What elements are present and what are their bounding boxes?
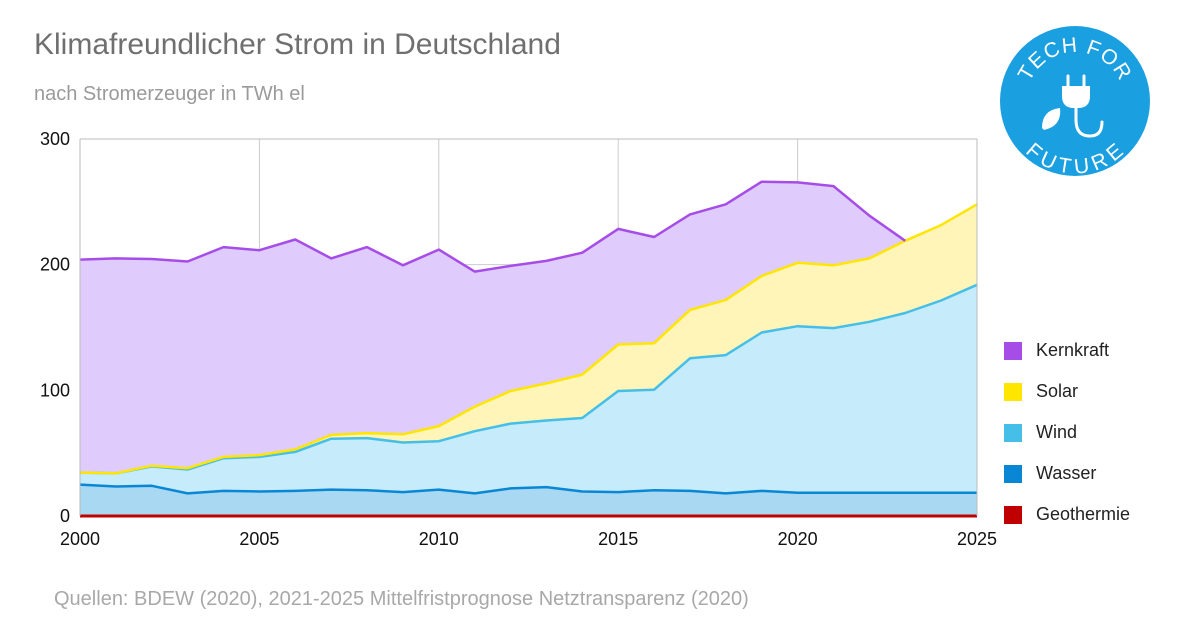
y-tick-label: 200 (40, 255, 70, 275)
legend-item-kernkraft: Kernkraft (1004, 330, 1130, 371)
source-note: Quellen: BDEW (2020), 2021-2025 Mittelfr… (54, 588, 749, 610)
x-tick-label: 2010 (419, 529, 459, 549)
line-layer (79, 180, 978, 518)
x-tick-label: 2020 (778, 529, 818, 549)
legend-swatch (1004, 341, 1022, 360)
line-wind (79, 283, 978, 475)
legend-label: Wind (1036, 422, 1078, 442)
legend-label: Solar (1036, 381, 1079, 401)
legend-label: Wasser (1036, 463, 1097, 483)
chart-legend: Kernkraft Solar Wind Wasser Geothermie (1004, 330, 1130, 535)
legend-label: Geothermie (1036, 504, 1131, 524)
legend-swatch (1004, 505, 1022, 524)
y-tick-label: 300 (40, 129, 70, 149)
legend-swatch (1004, 423, 1022, 442)
line-wasser (79, 483, 977, 495)
tech-for-future-logo: TECH FOR FUTURE (1000, 26, 1150, 178)
x-tick-label: 2025 (957, 529, 997, 549)
legend-item-wind: Wind (1004, 412, 1130, 453)
x-tick-label: 2000 (60, 529, 100, 549)
line-kernkraft (79, 180, 906, 273)
legend-item-solar: Solar (1004, 371, 1130, 412)
chart-title: Klimafreundlicher Strom in Deutschland (34, 28, 561, 61)
legend-item-wasser: Wasser (1004, 453, 1130, 494)
tick-label-layer: 0 100 200 300 2000 2005 2010 2015 2020 2025 (40, 129, 997, 549)
legend-swatch (1004, 464, 1022, 483)
area-kernkraft (80, 181, 906, 474)
y-tick-label: 0 (60, 506, 70, 526)
area-solar (80, 204, 977, 474)
axis-layer (79, 138, 978, 516)
legend-swatch (1004, 382, 1022, 401)
line-solar (79, 203, 978, 475)
plug-leaf-icon (1042, 74, 1104, 138)
area-layer (80, 181, 977, 516)
chart-subtitle: nach Stromerzeuger in TWh el (34, 83, 305, 105)
x-tick-label: 2005 (239, 529, 279, 549)
legend-label: Kernkraft (1036, 340, 1110, 360)
legend-item-geothermie: Geothermie (1004, 494, 1130, 535)
y-tick-label: 100 (40, 380, 70, 400)
x-tick-label: 2015 (598, 529, 638, 549)
area-wind (80, 284, 977, 494)
